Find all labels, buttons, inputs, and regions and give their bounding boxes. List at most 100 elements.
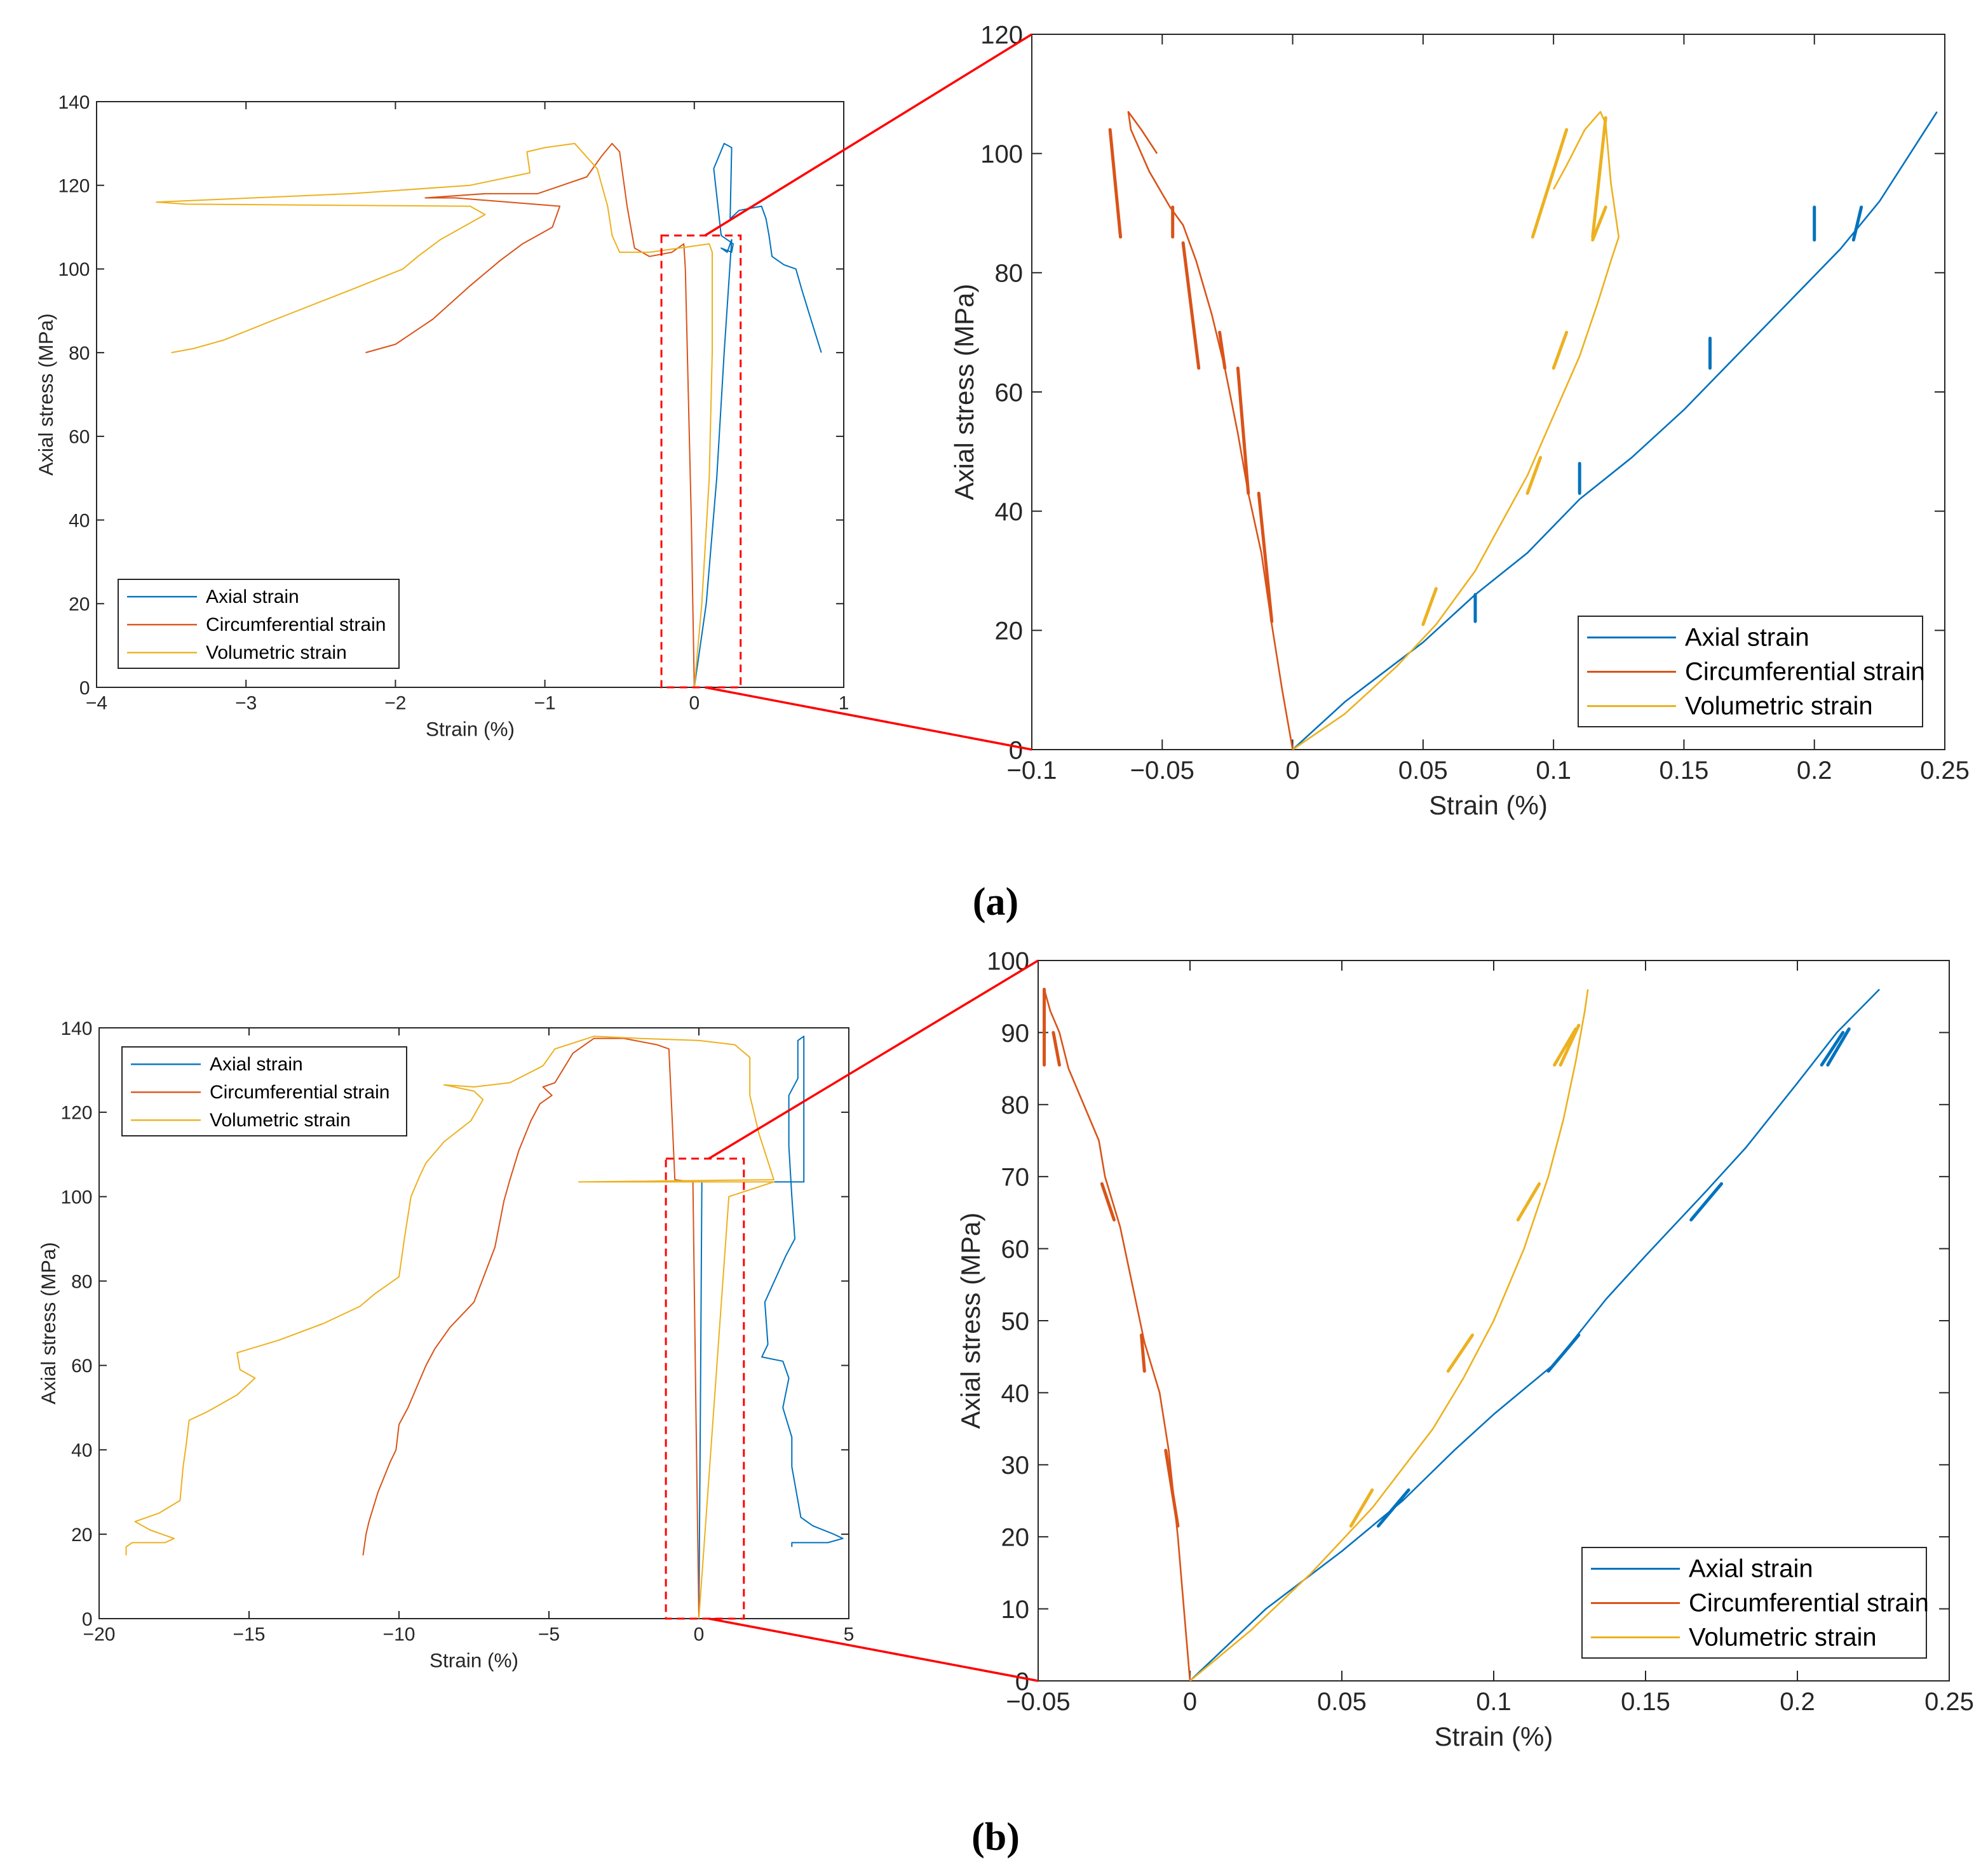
zoom-region-box bbox=[665, 1157, 745, 1620]
zoom-connector-bottom bbox=[708, 1617, 1039, 1682]
x-tick-label: 0.2 bbox=[1780, 1688, 1815, 1716]
legend-label: Circumferential strain bbox=[1685, 658, 1925, 686]
legend-label: Axial strain bbox=[1689, 1555, 1813, 1583]
unload-reload-loop-circumferential-strain bbox=[1257, 492, 1274, 623]
legend-label: Circumferential strain bbox=[210, 1082, 389, 1103]
legend-label: Axial strain bbox=[206, 586, 299, 607]
x-tick-label: 0.25 bbox=[1920, 757, 1970, 785]
x-tick-label: −5 bbox=[538, 1624, 560, 1645]
x-tick-label: 0.1 bbox=[1476, 1688, 1511, 1716]
panel-label-b: (b) bbox=[971, 1816, 1020, 1859]
series-group bbox=[125, 1035, 844, 1619]
unload-reload-loop-circumferential-strain bbox=[1164, 1448, 1180, 1528]
x-axis-label: Strain (%) bbox=[426, 718, 515, 741]
y-tick-label: 60 bbox=[71, 1356, 92, 1377]
y-tick-label: 0 bbox=[82, 1609, 93, 1630]
y-tick-label: 40 bbox=[995, 498, 1024, 526]
zoom-connector-top bbox=[708, 959, 1039, 1160]
unload-reload-loop-circumferential-strain bbox=[1218, 330, 1227, 370]
series-line-axial-strain bbox=[1292, 111, 1938, 750]
unload-reload-loop-axial-strain bbox=[1546, 1333, 1581, 1373]
x-tick-label: 0.2 bbox=[1797, 757, 1832, 785]
x-axis-label: Strain (%) bbox=[429, 1649, 518, 1672]
unload-reload-loop-volumetric-strain bbox=[1531, 128, 1569, 239]
x-tick-label: −0.1 bbox=[1007, 757, 1057, 785]
y-axis-label: Axial stress (MPa) bbox=[949, 284, 979, 501]
series-line-volumetric-strain bbox=[125, 1035, 774, 1619]
unload-reload-loop-volumetric-strain bbox=[1525, 455, 1543, 495]
unload-reload-loop-volumetric-strain bbox=[1516, 1182, 1541, 1222]
y-tick-label: 120 bbox=[60, 1103, 92, 1124]
x-tick-label: −3 bbox=[235, 693, 257, 714]
chart-b_zoom: −0.05 0 0.05 0.1 0.15 0.2 0.250102030405060708… bbox=[956, 947, 1974, 1751]
legend-label: Volumetric strain bbox=[206, 642, 347, 663]
legend: Axial strain Circumferential strain Volume… bbox=[121, 1046, 407, 1136]
y-tick-label: 20 bbox=[1001, 1524, 1030, 1552]
unload-reload-loop-volumetric-strain bbox=[1591, 205, 1607, 242]
y-tick-label: 140 bbox=[58, 92, 90, 113]
unload-reload-loop-circumferential-strain bbox=[1236, 366, 1250, 495]
y-tick-label: 60 bbox=[1001, 1236, 1030, 1264]
legend-box bbox=[118, 579, 400, 669]
y-tick-label: 50 bbox=[1001, 1307, 1030, 1335]
unload-reload-loop-axial-strain bbox=[1376, 1488, 1410, 1528]
series-group bbox=[1108, 111, 1938, 750]
x-tick-label: 0 bbox=[1285, 757, 1299, 785]
x-tick-label: −4 bbox=[86, 693, 107, 714]
y-tick-label: 20 bbox=[69, 594, 90, 615]
y-axis-label: Axial stress (MPa) bbox=[37, 1242, 60, 1405]
unload-reload-loop-axial-strain bbox=[1689, 1182, 1723, 1222]
zoom-connector-top bbox=[704, 33, 1032, 237]
y-tick-label: 120 bbox=[58, 176, 90, 197]
unload-reload-loop-circumferential-strain bbox=[1181, 241, 1201, 370]
x-tick-label: 0 bbox=[689, 693, 700, 714]
legend: Axial strain Circumferential strain Volume… bbox=[118, 579, 400, 669]
legend-label: Axial strain bbox=[210, 1054, 303, 1075]
x-tick-label: −10 bbox=[383, 1624, 416, 1645]
y-tick-label: 0 bbox=[1015, 1668, 1029, 1695]
unload-reload-loop-volumetric-strain bbox=[1446, 1333, 1475, 1373]
y-axis-label: Axial stress (MPa) bbox=[956, 1213, 985, 1429]
x-tick-label: 1 bbox=[839, 693, 849, 714]
unload-reload-loop-volumetric-strain bbox=[1552, 330, 1569, 370]
series-line-axial-strain bbox=[1189, 988, 1881, 1681]
y-tick-label: 100 bbox=[987, 947, 1029, 975]
x-tick-label: −0.05 bbox=[1006, 1688, 1070, 1716]
series-group bbox=[1043, 987, 1881, 1681]
y-tick-label: 60 bbox=[995, 379, 1024, 407]
y-tick-label: 30 bbox=[1001, 1452, 1030, 1480]
x-axis-label: Strain (%) bbox=[1435, 1722, 1553, 1751]
y-tick-label: 140 bbox=[60, 1018, 92, 1039]
y-tick-label: 20 bbox=[995, 617, 1024, 645]
legend-box bbox=[121, 1046, 407, 1136]
legend: Axial strain Circumferential strain Volume… bbox=[1581, 1547, 1929, 1659]
legend-label: Circumferential strain bbox=[206, 614, 386, 635]
unload-reload-loop-volumetric-strain bbox=[1591, 116, 1607, 239]
legend: Axial strain Circumferential strain Volume… bbox=[1578, 616, 1925, 727]
y-tick-label: 80 bbox=[69, 343, 90, 364]
y-tick-label: 90 bbox=[1001, 1020, 1030, 1048]
unload-reload-loop-circumferential-strain bbox=[1140, 1333, 1146, 1373]
unload-reload-loop-volumetric-strain bbox=[1559, 1023, 1581, 1067]
y-tick-label: 40 bbox=[69, 510, 90, 531]
x-tick-label: 0.25 bbox=[1924, 1688, 1974, 1716]
x-tick-label: 0.15 bbox=[1659, 757, 1708, 785]
y-axis-label: Axial stress (MPa) bbox=[34, 313, 57, 476]
y-tick-label: 100 bbox=[980, 140, 1023, 168]
x-tick-label: −20 bbox=[83, 1624, 116, 1645]
x-tick-label: 0 bbox=[694, 1624, 705, 1645]
zoom-region-box bbox=[660, 234, 742, 689]
zoom-connector-bottom bbox=[705, 686, 1032, 751]
y-tick-label: 100 bbox=[60, 1187, 92, 1208]
y-tick-label: 40 bbox=[1001, 1380, 1030, 1408]
legend-label: Volumetric strain bbox=[1689, 1624, 1877, 1652]
unload-reload-loop-axial-strain bbox=[1851, 205, 1863, 242]
series-line-circumferential-strain bbox=[362, 1037, 700, 1619]
x-tick-label: 0.05 bbox=[1317, 1688, 1367, 1716]
unload-reload-loop-circumferential-strain bbox=[1100, 1182, 1116, 1222]
y-tick-label: 80 bbox=[71, 1271, 92, 1292]
chart-a_zoom: −0.1 −0.05 0 0.05 0.1 0.15 0.2 0.25 0 20 40 60 80 100… bbox=[949, 21, 1970, 820]
unload-reload-loop-circumferential-strain bbox=[1051, 1030, 1061, 1067]
